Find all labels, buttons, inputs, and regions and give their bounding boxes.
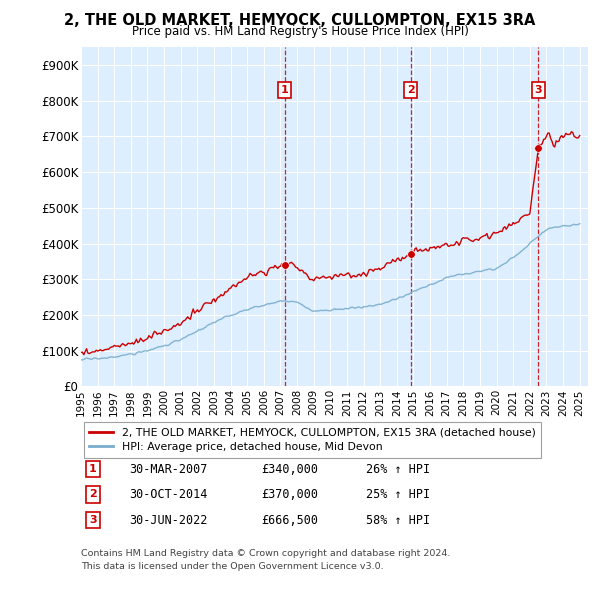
Text: 1: 1: [89, 464, 97, 474]
Text: 26% ↑ HPI: 26% ↑ HPI: [366, 463, 430, 476]
Text: 1: 1: [281, 85, 289, 95]
Text: 2: 2: [407, 85, 415, 95]
Text: 30-MAR-2007: 30-MAR-2007: [129, 463, 208, 476]
Text: £340,000: £340,000: [261, 463, 318, 476]
Text: 30-OCT-2014: 30-OCT-2014: [129, 488, 208, 501]
Legend: 2, THE OLD MARKET, HEMYOCK, CULLOMPTON, EX15 3RA (detached house), HPI: Average : 2, THE OLD MARKET, HEMYOCK, CULLOMPTON, …: [84, 422, 541, 458]
Text: 3: 3: [89, 516, 97, 525]
Text: 25% ↑ HPI: 25% ↑ HPI: [366, 488, 430, 501]
Text: Price paid vs. HM Land Registry's House Price Index (HPI): Price paid vs. HM Land Registry's House …: [131, 25, 469, 38]
Text: This data is licensed under the Open Government Licence v3.0.: This data is licensed under the Open Gov…: [81, 562, 383, 571]
Text: 3: 3: [535, 85, 542, 95]
Text: 2: 2: [89, 490, 97, 499]
Text: £370,000: £370,000: [261, 488, 318, 501]
Text: 2, THE OLD MARKET, HEMYOCK, CULLOMPTON, EX15 3RA: 2, THE OLD MARKET, HEMYOCK, CULLOMPTON, …: [64, 13, 536, 28]
Text: 58% ↑ HPI: 58% ↑ HPI: [366, 514, 430, 527]
Text: Contains HM Land Registry data © Crown copyright and database right 2024.: Contains HM Land Registry data © Crown c…: [81, 549, 451, 558]
Text: 30-JUN-2022: 30-JUN-2022: [129, 514, 208, 527]
Text: £666,500: £666,500: [261, 514, 318, 527]
